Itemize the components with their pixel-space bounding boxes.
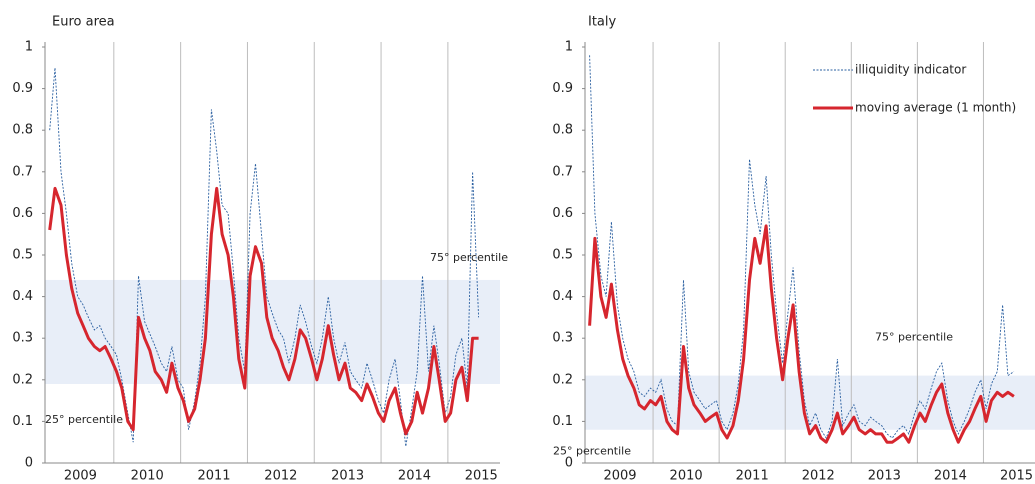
y-tick-label: 0.4 [552,289,573,304]
y-tick-label: 0.2 [552,372,573,387]
y-tick-label: 0.4 [12,289,33,304]
series-line [588,224,1015,444]
y-tick-label: 0.9 [12,81,33,96]
x-tick-label: 2010 [670,469,703,484]
annotation: 75° percentile [430,251,508,264]
y-tick-label: 1 [25,40,33,55]
chart-title: Italy [588,15,617,30]
y-tick-label: 0.5 [552,248,573,263]
y-tick-label: 0.6 [552,206,573,221]
x-tick-label: 2014 [398,469,431,484]
x-tick-label: 2015 [1000,469,1033,484]
x-tick-label: 2011 [736,469,769,484]
y-tick-label: 1 [565,40,573,55]
y-tick-label: 0.7 [552,164,573,179]
y-tick-label: 0.5 [12,248,33,263]
y-tick-label: 0.8 [552,123,573,138]
y-tick-label: 0.7 [12,164,33,179]
legend-label: moving average (1 month) [855,101,1016,115]
x-tick-label: 2013 [868,469,901,484]
series-line [48,186,479,436]
y-tick-label: 0.2 [12,372,33,387]
y-tick-label: 0.9 [552,81,573,96]
x-tick-label: 2009 [64,469,97,484]
y-tick-label: 0.3 [552,331,573,346]
y-tick-label: 0.6 [12,206,33,221]
y-tick-label: 0 [565,456,573,471]
annotation: 25° percentile [45,413,123,426]
x-tick-label: 2012 [264,469,297,484]
percentile-band [585,375,1035,430]
y-tick-label: 0.3 [12,331,33,346]
y-tick-label: 0.8 [12,123,33,138]
annotation: 75° percentile [875,331,953,344]
plot-area [588,55,1015,444]
x-tick-label: 2011 [197,469,230,484]
series-line [49,67,480,447]
series-line [589,55,1015,440]
x-tick-label: 2015 [465,469,498,484]
percentile-band [45,279,500,384]
legend-label: illiquidity indicator [855,63,966,77]
x-tick-label: 2010 [131,469,164,484]
y-tick-label: 0.1 [552,414,573,429]
y-tick-label: 0.1 [12,414,33,429]
annotation: 25° percentile [553,445,631,458]
x-tick-label: 2009 [603,469,636,484]
chart-title: Euro area [52,15,115,30]
y-tick-label: 0 [25,456,33,471]
plot-area [48,67,480,447]
x-tick-label: 2012 [802,469,835,484]
x-tick-label: 2013 [331,469,364,484]
x-tick-label: 2014 [934,469,967,484]
